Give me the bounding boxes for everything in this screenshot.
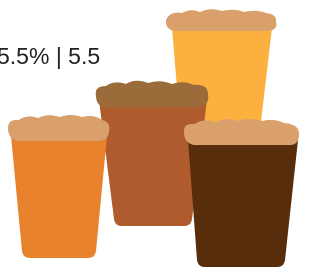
- abv-text: 5.5% | 5.5: [0, 43, 100, 69]
- glass-dark: [184, 119, 299, 267]
- beer-illustration: 5.5% | 5.5: [0, 0, 300, 268]
- glass-orange: [8, 115, 109, 258]
- page: 5.5% | 5.5 (() => { const data = JSON.pa…: [0, 0, 300, 268]
